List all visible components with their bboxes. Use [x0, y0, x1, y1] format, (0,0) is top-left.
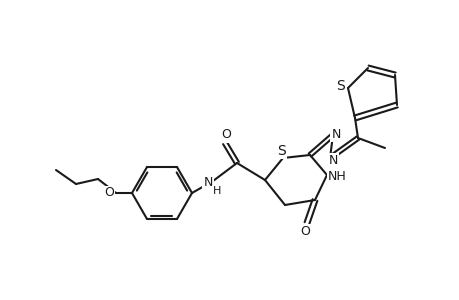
Text: NH: NH	[327, 170, 346, 184]
Text: O: O	[104, 187, 114, 200]
Text: N: N	[330, 128, 340, 140]
Text: O: O	[299, 226, 309, 238]
Text: N: N	[203, 176, 212, 190]
Text: H: H	[213, 186, 221, 196]
Text: S: S	[277, 144, 286, 158]
Text: N: N	[328, 154, 337, 166]
Text: O: O	[221, 128, 230, 142]
Text: S: S	[336, 79, 345, 93]
